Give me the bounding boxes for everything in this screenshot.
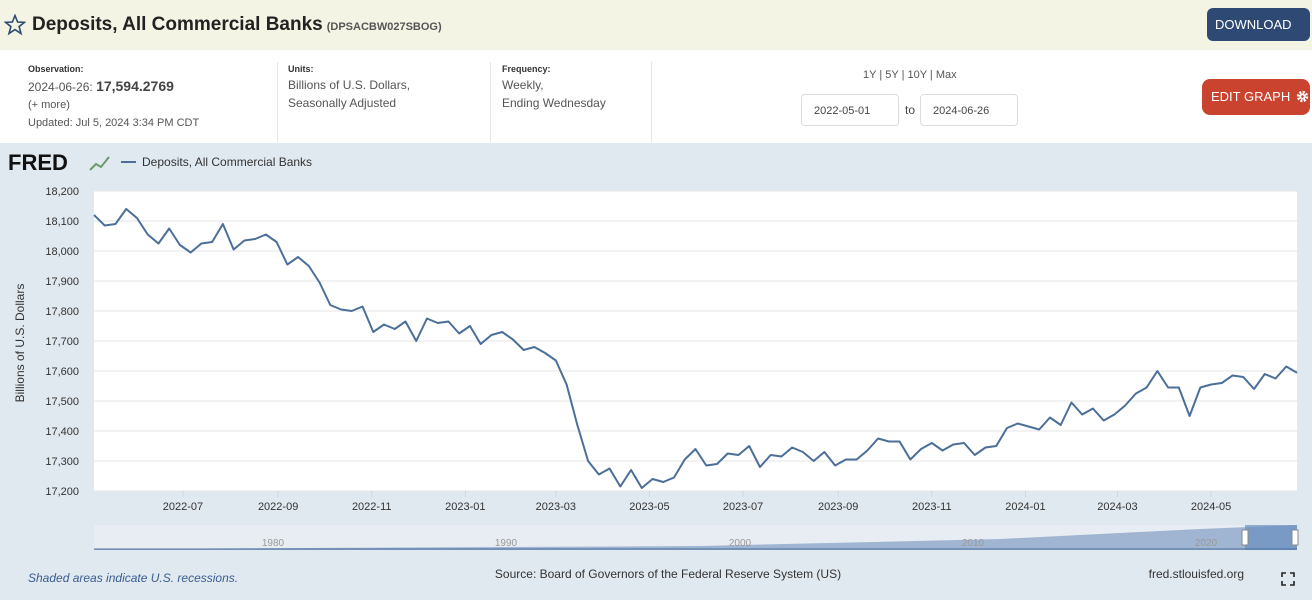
frequency-line: Weekly, — [502, 78, 544, 92]
download-label: DOWNLOAD — [1215, 17, 1292, 32]
series-line — [93, 208, 1298, 489]
x-tick-label: 2023-07 — [723, 501, 763, 513]
recession-note: Shaded areas indicate U.S. recessions. — [28, 571, 238, 585]
to-label: to — [905, 103, 916, 117]
range-presets: 1Y | 5Y | 10Y | Max — [863, 69, 957, 81]
y-tick-label: 17,800 — [45, 306, 79, 318]
separator — [490, 62, 491, 142]
gear-icon — [1296, 90, 1309, 103]
y-tick-label: 18,100 — [45, 216, 79, 228]
favorite-star[interactable] — [4, 14, 26, 36]
x-tick-label: 2022-07 — [163, 501, 203, 513]
site: fred.stlouisfed.org — [1149, 567, 1244, 581]
source: Source: Board of Governors of the Federa… — [495, 567, 841, 581]
navigator-selection[interactable] — [1245, 525, 1297, 550]
units-line: Billions of U.S. Dollars, — [288, 78, 411, 92]
observation-label: Observation: — [28, 64, 84, 74]
preset[interactable]: 5Y — [885, 69, 899, 81]
navigator-handle[interactable] — [1241, 529, 1249, 546]
x-tick-label: 2024-05 — [1191, 501, 1231, 513]
navigator-label: 2000 — [729, 538, 752, 549]
y-axis-label: Billions of U.S. Dollars — [13, 284, 27, 403]
download-button[interactable]: DOWNLOAD — [1207, 8, 1310, 63]
updated-value: Jul 5, 2024 3:34 PM CDT — [75, 117, 200, 129]
x-tick-label: 2023-09 — [818, 501, 858, 513]
info-panel — [0, 50, 1312, 143]
date-to[interactable]: 2024-06-26 — [920, 94, 1018, 126]
navigator-area — [94, 525, 1297, 550]
navigator-handle[interactable] — [1291, 529, 1299, 546]
observation-value: 17,594.2769 — [96, 78, 174, 94]
series-id: (DPSACBW027SBOG) — [326, 21, 442, 33]
y-tick-label: 18,000 — [45, 246, 79, 258]
y-tick-label: 17,200 — [45, 486, 79, 498]
fullscreen-icon[interactable] — [1281, 572, 1295, 586]
separator — [651, 62, 652, 142]
frequency-label: Frequency: — [502, 64, 551, 74]
navigator-label: 2010 — [962, 538, 985, 549]
header-bar — [0, 0, 1312, 50]
updated: Updated: Jul 5, 2024 3:34 PM CDT — [28, 117, 199, 129]
preset[interactable]: 1Y — [863, 69, 877, 81]
navigator-label: 2020 — [1195, 538, 1218, 549]
units-label: Units: — [288, 64, 314, 74]
x-tick-label: 2023-01 — [445, 501, 485, 513]
preset[interactable]: Max — [935, 69, 957, 81]
x-tick-label: 2023-05 — [629, 501, 669, 513]
y-tick-label: 18,200 — [45, 186, 79, 198]
updated-label: Updated: — [28, 117, 73, 129]
observation: 2024-06-26: 17,594.2769 — [28, 77, 174, 96]
edit-graph-button[interactable]: EDIT GRAPH — [1202, 79, 1310, 115]
observation-date: 2024-06-26: — [28, 80, 93, 94]
legend-label: Deposits, All Commercial Banks — [142, 155, 312, 169]
logo-icon — [89, 156, 110, 171]
navigator-label: 1990 — [495, 538, 518, 549]
edit-label: EDIT GRAPH — [1211, 89, 1291, 104]
y-tick-label: 17,600 — [45, 366, 79, 378]
x-tick-label: 2023-03 — [536, 501, 576, 513]
x-tick-label: 2023-11 — [912, 501, 952, 513]
frequency-line: Ending Wednesday — [502, 96, 606, 110]
fred-logo: FRED — [8, 150, 68, 175]
y-tick-label: 17,300 — [45, 456, 79, 468]
units-line: Seasonally Adjusted — [288, 96, 397, 110]
x-tick-label: 2022-09 — [258, 501, 298, 513]
y-tick-label: 17,900 — [45, 276, 79, 288]
x-tick-label: 2024-01 — [1005, 501, 1045, 513]
y-tick-label: 17,500 — [45, 396, 79, 408]
title-text: Deposits, All Commercial Banks — [32, 14, 323, 35]
more-link[interactable]: (+ more) — [28, 99, 70, 111]
separator — [277, 62, 278, 142]
y-tick-label: 17,400 — [45, 426, 79, 438]
x-tick-label: 2022-11 — [352, 501, 392, 513]
x-tick-label: 2024-03 — [1097, 501, 1137, 513]
chart: FRED Deposits, All Commercial Banks Bill… — [0, 143, 1312, 600]
series-title: Deposits, All Commercial Banks (DPSACBW02… — [32, 14, 442, 36]
y-tick-label: 17,700 — [45, 336, 79, 348]
preset[interactable]: 10Y — [907, 69, 927, 81]
navigator-label: 1980 — [262, 538, 285, 549]
date-from[interactable]: 2022-05-01 — [801, 94, 899, 126]
